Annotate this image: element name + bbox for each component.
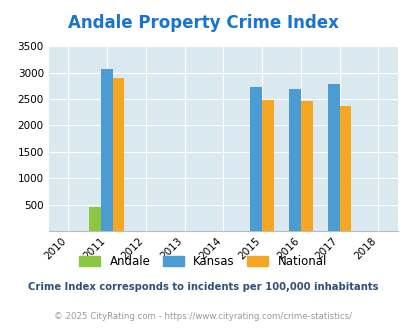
Bar [288,89,300,231]
Bar [89,207,101,231]
Bar [113,78,124,231]
Bar [262,100,273,231]
Legend: Andale, Kansas, National: Andale, Kansas, National [74,250,331,273]
Text: Andale Property Crime Index: Andale Property Crime Index [67,14,338,32]
Bar [300,101,312,231]
Text: © 2025 CityRating.com - https://www.cityrating.com/crime-statistics/: © 2025 CityRating.com - https://www.city… [54,312,351,321]
Bar [327,84,339,231]
Bar [339,106,350,231]
Bar [101,69,113,231]
Bar [250,87,262,231]
Text: Crime Index corresponds to incidents per 100,000 inhabitants: Crime Index corresponds to incidents per… [28,282,377,292]
